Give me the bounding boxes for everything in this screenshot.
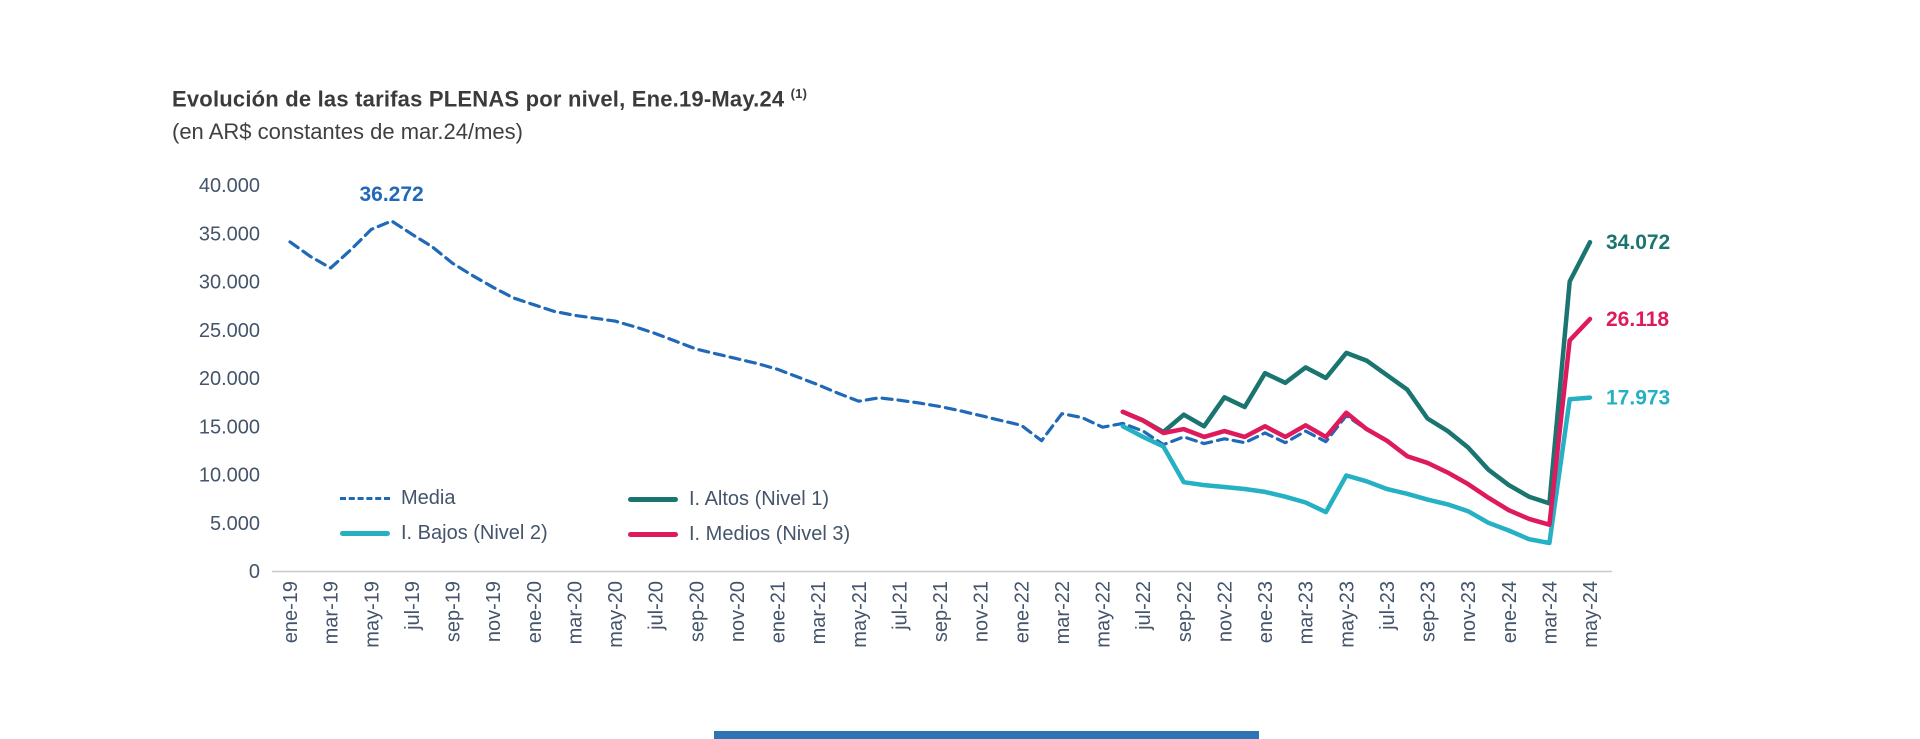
chart-title: Evolución de las tarifas PLENAS por nive… [172, 86, 807, 112]
x-tick-label: ene-19 [280, 581, 302, 643]
x-tick-label: nov-23 [1458, 581, 1480, 642]
x-tick-label: mar-24 [1539, 581, 1561, 644]
y-tick-label: 0 [249, 561, 260, 583]
x-tick-label: nov-22 [1214, 581, 1236, 642]
x-tick-label: sep-22 [1174, 581, 1196, 642]
medios-line [1120, 316, 1593, 527]
x-tick-label: may-23 [1336, 581, 1358, 648]
chart-title-text: Evolución de las tarifas PLENAS por nive… [172, 86, 785, 112]
y-tick-label: 35.000 [199, 223, 260, 245]
altos-line [1120, 239, 1593, 506]
y-tick-label: 15.000 [199, 416, 260, 438]
medios-line-swatch [628, 532, 678, 537]
y-tick-label: 10.000 [199, 465, 260, 487]
bajos-line [1120, 395, 1593, 546]
x-tick-label: ene-20 [524, 581, 546, 643]
x-tick-label: may-22 [1093, 581, 1115, 648]
y-tick-label: 25.000 [199, 320, 260, 342]
x-tick-label: jul-21 [889, 581, 911, 631]
chart-header: Evolución de las tarifas PLENAS por nive… [172, 86, 807, 145]
footer-accent-bar [714, 731, 1259, 739]
altos-line-swatch [628, 497, 678, 502]
x-tick-label: ene-23 [1255, 581, 1277, 643]
annotation-bajos-value: 17.973 [1606, 387, 1670, 410]
x-tick-label: nov-19 [483, 581, 505, 642]
x-tick-label: jul-22 [1133, 581, 1155, 631]
x-tick-label: mar-21 [808, 581, 830, 644]
legend-item-medios: I. Medios (Nivel 3) [628, 523, 850, 546]
legend-label-bajos: I. Bajos (Nivel 2) [401, 522, 548, 544]
y-tick-label: 20.000 [199, 368, 260, 390]
media-line [288, 219, 1592, 527]
legend-label-medios: I. Medios (Nivel 3) [689, 523, 851, 545]
x-tick-label: ene-22 [1011, 581, 1033, 643]
y-tick-label: 30.000 [199, 272, 260, 294]
x-tick-label: may-21 [849, 581, 871, 648]
x-tick-label: nov-20 [727, 581, 749, 642]
y-tick-label: 40.000 [199, 175, 260, 197]
x-tick-label: may-24 [1580, 581, 1602, 648]
x-tick-label: mar-22 [1052, 581, 1074, 644]
x-tick-label: mar-23 [1296, 581, 1318, 644]
legend-item-media: Media [340, 487, 455, 510]
x-tick-label: jul-19 [402, 581, 424, 631]
x-tick-label: jul-23 [1377, 581, 1399, 631]
x-tick-label: nov-21 [971, 581, 993, 642]
x-tick-label: ene-21 [768, 581, 790, 643]
x-tick-label: mar-19 [321, 581, 343, 644]
legend-item-altos: I. Altos (Nivel 1) [628, 488, 829, 511]
annotation-media-value: 36.272 [359, 183, 423, 206]
annotation-medios-value: 26.118 [1606, 308, 1669, 331]
x-tick-label: ene-24 [1499, 581, 1521, 643]
x-tick-label: mar-20 [564, 581, 586, 644]
x-tick-label: may-20 [605, 581, 627, 648]
annotation-altos-value: 34.072 [1606, 231, 1670, 254]
x-tick-label: may-19 [361, 581, 383, 648]
media-line-swatch [340, 497, 390, 500]
legend-item-bajos: I. Bajos (Nivel 2) [340, 522, 548, 545]
chart-title-note: (1) [790, 86, 808, 101]
chart-legend: Media I. Altos (Nivel 1) I. Bajos (Nivel… [340, 487, 940, 549]
bajos-line-swatch [340, 531, 390, 536]
x-tick-label: sep-20 [686, 581, 708, 642]
x-tick-label: sep-21 [930, 581, 952, 642]
legend-label-media: Media [401, 487, 456, 509]
x-tick-label: jul-20 [646, 581, 668, 631]
chart-subtitle: (en AR$ constantes de mar.24/mes) [172, 119, 523, 145]
x-tick-label: sep-19 [443, 581, 465, 642]
y-tick-label: 5.000 [210, 513, 260, 535]
legend-label-altos: I. Altos (Nivel 1) [689, 488, 830, 510]
x-tick-label: sep-23 [1418, 581, 1440, 642]
